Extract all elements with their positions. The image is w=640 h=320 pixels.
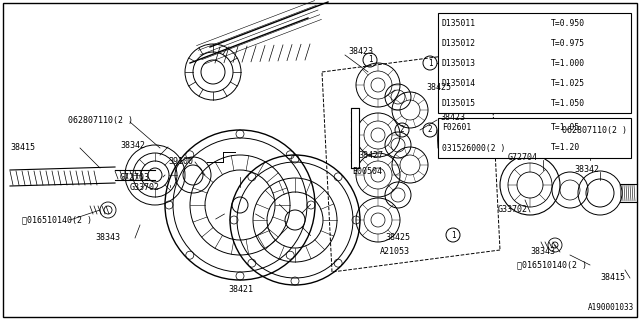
Text: T=1.025: T=1.025 bbox=[551, 78, 585, 87]
Text: 38342: 38342 bbox=[120, 140, 145, 149]
Bar bbox=[351, 108, 359, 168]
Text: 1: 1 bbox=[451, 230, 455, 239]
Text: 38425: 38425 bbox=[385, 234, 410, 243]
Text: 38427: 38427 bbox=[358, 150, 383, 159]
Text: F02601: F02601 bbox=[442, 124, 471, 132]
Text: T=0.975: T=0.975 bbox=[551, 38, 585, 47]
Text: G72703: G72703 bbox=[120, 172, 150, 181]
Text: 38415: 38415 bbox=[10, 143, 35, 153]
Text: G72704: G72704 bbox=[508, 154, 538, 163]
Text: 1: 1 bbox=[368, 55, 372, 65]
Text: T=1.000: T=1.000 bbox=[551, 59, 585, 68]
Text: A21053: A21053 bbox=[380, 247, 410, 257]
Text: 38343: 38343 bbox=[530, 247, 555, 257]
Text: G33702: G33702 bbox=[498, 205, 528, 214]
Text: Ⓑ016510140(2 ): Ⓑ016510140(2 ) bbox=[517, 260, 587, 269]
Bar bbox=[438, 13, 631, 113]
Text: 38425: 38425 bbox=[426, 84, 451, 92]
Text: D135015: D135015 bbox=[442, 99, 476, 108]
Text: 38421: 38421 bbox=[228, 285, 253, 294]
Text: 2: 2 bbox=[400, 125, 404, 134]
Text: 38415: 38415 bbox=[600, 274, 625, 283]
Text: T=0.950: T=0.950 bbox=[551, 19, 585, 28]
Text: 38423: 38423 bbox=[348, 47, 373, 57]
Text: G33702: G33702 bbox=[130, 182, 160, 191]
Text: 38342: 38342 bbox=[574, 165, 599, 174]
Text: 062807110(2 ): 062807110(2 ) bbox=[68, 116, 133, 124]
Text: 39100: 39100 bbox=[168, 157, 193, 166]
Text: D135012: D135012 bbox=[442, 38, 476, 47]
Text: T=1.20: T=1.20 bbox=[551, 143, 580, 153]
Text: E00504: E00504 bbox=[352, 167, 382, 177]
Text: 031526000(2 ): 031526000(2 ) bbox=[442, 143, 506, 153]
Text: D135011: D135011 bbox=[442, 19, 476, 28]
Text: 38343: 38343 bbox=[95, 234, 120, 243]
Text: 2: 2 bbox=[428, 125, 432, 134]
Text: A190001033: A190001033 bbox=[588, 303, 634, 313]
Text: Ⓑ016510140(2 ): Ⓑ016510140(2 ) bbox=[22, 215, 92, 225]
Text: 38423: 38423 bbox=[440, 114, 465, 123]
Bar bbox=[438, 118, 631, 158]
Text: T=1.05: T=1.05 bbox=[551, 124, 580, 132]
Text: D135013: D135013 bbox=[442, 59, 476, 68]
Text: 1: 1 bbox=[428, 59, 432, 68]
Text: D135014: D135014 bbox=[442, 78, 476, 87]
Text: T=1.050: T=1.050 bbox=[551, 99, 585, 108]
Text: 062807110(2 ): 062807110(2 ) bbox=[562, 125, 627, 134]
